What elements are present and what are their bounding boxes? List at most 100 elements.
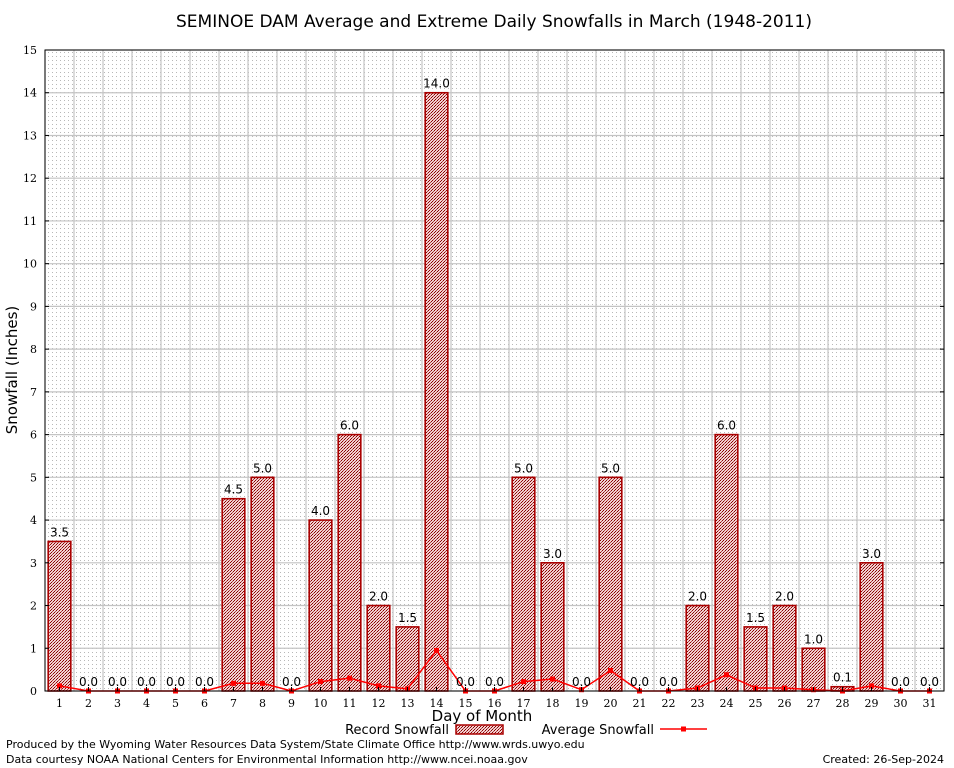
footer-created-date: Created: 26-Sep-2024 <box>823 753 944 766</box>
average-point-day-14 <box>434 647 439 653</box>
x-tick-label: 14 <box>430 697 444 710</box>
bar-value-label: 5.0 <box>514 461 533 475</box>
x-tick-label: 3 <box>114 697 121 710</box>
bar-day-8 <box>250 476 275 692</box>
x-tick-label: 30 <box>894 697 908 710</box>
bar-value-label: 0.0 <box>572 675 591 689</box>
x-axis-ticks: 1 2 3 4 5 6 7 8 9 10 11 12 13 14 15 16 17 18 19 20 21 22 23 24 2… <box>56 687 937 710</box>
x-tick-label: 2 <box>85 697 92 710</box>
x-tick-label: 15 <box>459 697 473 710</box>
x-tick-label: 6 <box>201 697 208 710</box>
x-tick-label: 27 <box>807 697 821 710</box>
x-tick-label: 21 <box>633 697 647 710</box>
x-tick-label: 10 <box>314 697 328 710</box>
legend-record-snowfall-label: Record Snowfall <box>345 723 449 738</box>
bar-value-label: 1.5 <box>746 611 765 625</box>
x-tick-label: 18 <box>546 697 560 710</box>
average-point-day-24 <box>724 672 729 678</box>
x-tick-label: 24 <box>720 697 734 710</box>
bar-value-label: 0.0 <box>630 675 649 689</box>
footer-data-courtesy: Data courtesy NOAA National Centers for … <box>6 753 528 766</box>
chart-title: SEMINOE DAM Average and Extreme Daily Sn… <box>176 12 812 32</box>
bar-value-label: 5.0 <box>253 461 272 475</box>
bar-day-26 <box>772 604 797 692</box>
x-tick-label: 20 <box>604 697 618 710</box>
x-tick-label: 5 <box>172 697 179 710</box>
average-point-day-18 <box>550 676 555 682</box>
x-tick-label: 25 <box>749 697 763 710</box>
bar-day-27 <box>801 647 826 692</box>
bar-value-label: 0.0 <box>137 675 156 689</box>
bar-value-label: 4.0 <box>311 504 330 518</box>
average-point-day-12 <box>376 683 381 689</box>
bar-day-12 <box>366 604 391 692</box>
bar-value-label: 1.0 <box>804 632 823 646</box>
bar-day-10 <box>308 519 333 692</box>
y-tick-label: 15 <box>23 44 37 57</box>
x-tick-label: 12 <box>372 697 386 710</box>
y-axis-label: Snowfall (Inches) <box>3 306 21 434</box>
x-tick-label: 23 <box>691 697 705 710</box>
y-tick-label: 12 <box>23 172 37 185</box>
bar-value-label: 0.0 <box>920 675 939 689</box>
minor-grid-dots <box>45 50 944 691</box>
x-tick-label: 11 <box>343 697 357 710</box>
bar-day-29 <box>859 561 884 692</box>
x-tick-label: 9 <box>288 697 295 710</box>
y-tick-label: 10 <box>23 258 37 271</box>
bar-value-label: 5.0 <box>601 461 620 475</box>
x-tick-label: 1 <box>56 697 63 710</box>
bar-day-17 <box>511 476 536 692</box>
average-point-day-1 <box>57 683 62 689</box>
x-tick-label: 16 <box>488 697 502 710</box>
average-point-day-17 <box>521 679 526 685</box>
gridlines <box>44 49 945 692</box>
bar-day-20 <box>598 476 623 692</box>
footer-produced-by: Produced by the Wyoming Water Resources … <box>6 738 585 751</box>
y-tick-label: 4 <box>30 514 37 527</box>
bar-value-label: 0.0 <box>485 675 504 689</box>
y-tick-label: 7 <box>30 386 37 399</box>
x-tick-label: 8 <box>259 697 266 710</box>
bar-value-label: 0.0 <box>659 675 678 689</box>
legend-record-snowfall-swatch <box>455 724 504 735</box>
bar-value-label: 6.0 <box>717 419 736 433</box>
bar-day-24 <box>714 433 739 692</box>
x-tick-label: 29 <box>865 697 879 710</box>
bar-value-label: 3.0 <box>543 547 562 561</box>
bar-value-label: 14.0 <box>423 77 450 91</box>
x-tick-label: 31 <box>923 697 937 710</box>
bar-value-label: 3.5 <box>50 525 69 539</box>
bar-series-record-snowfall <box>47 91 884 692</box>
bar-value-label: 0.0 <box>456 675 475 689</box>
x-tick-label: 28 <box>836 697 850 710</box>
legend-average-snowfall-marker <box>681 726 686 732</box>
average-point-day-8 <box>260 680 265 686</box>
bar-value-label: 1.5 <box>398 611 417 625</box>
bar-value-label: 4.5 <box>224 483 243 497</box>
plot-frame <box>44 49 945 692</box>
x-tick-label: 17 <box>517 697 531 710</box>
average-point-day-10 <box>318 679 323 685</box>
bar-value-label: 2.0 <box>775 590 794 604</box>
y-tick-label: 3 <box>30 557 37 570</box>
x-tick-label: 4 <box>143 697 150 710</box>
average-point-day-20 <box>608 667 613 673</box>
y-tick-label: 11 <box>23 215 37 228</box>
bar-value-label: 3.0 <box>862 547 881 561</box>
bar-value-label: 0.0 <box>891 675 910 689</box>
bar-day-13 <box>395 626 420 692</box>
bar-day-7 <box>221 497 246 692</box>
bar-day-25 <box>743 626 768 692</box>
average-point-day-7 <box>231 680 236 686</box>
bar-value-label: 0.1 <box>833 671 852 685</box>
bar-value-label: 2.0 <box>369 590 388 604</box>
bar-value-label: 0.0 <box>282 675 301 689</box>
bar-day-14 <box>424 91 449 692</box>
y-tick-label: 9 <box>30 300 37 313</box>
y-tick-label: 14 <box>23 87 37 100</box>
bar-day-18 <box>540 561 565 692</box>
legend-average-snowfall-label: Average Snowfall <box>542 723 654 738</box>
